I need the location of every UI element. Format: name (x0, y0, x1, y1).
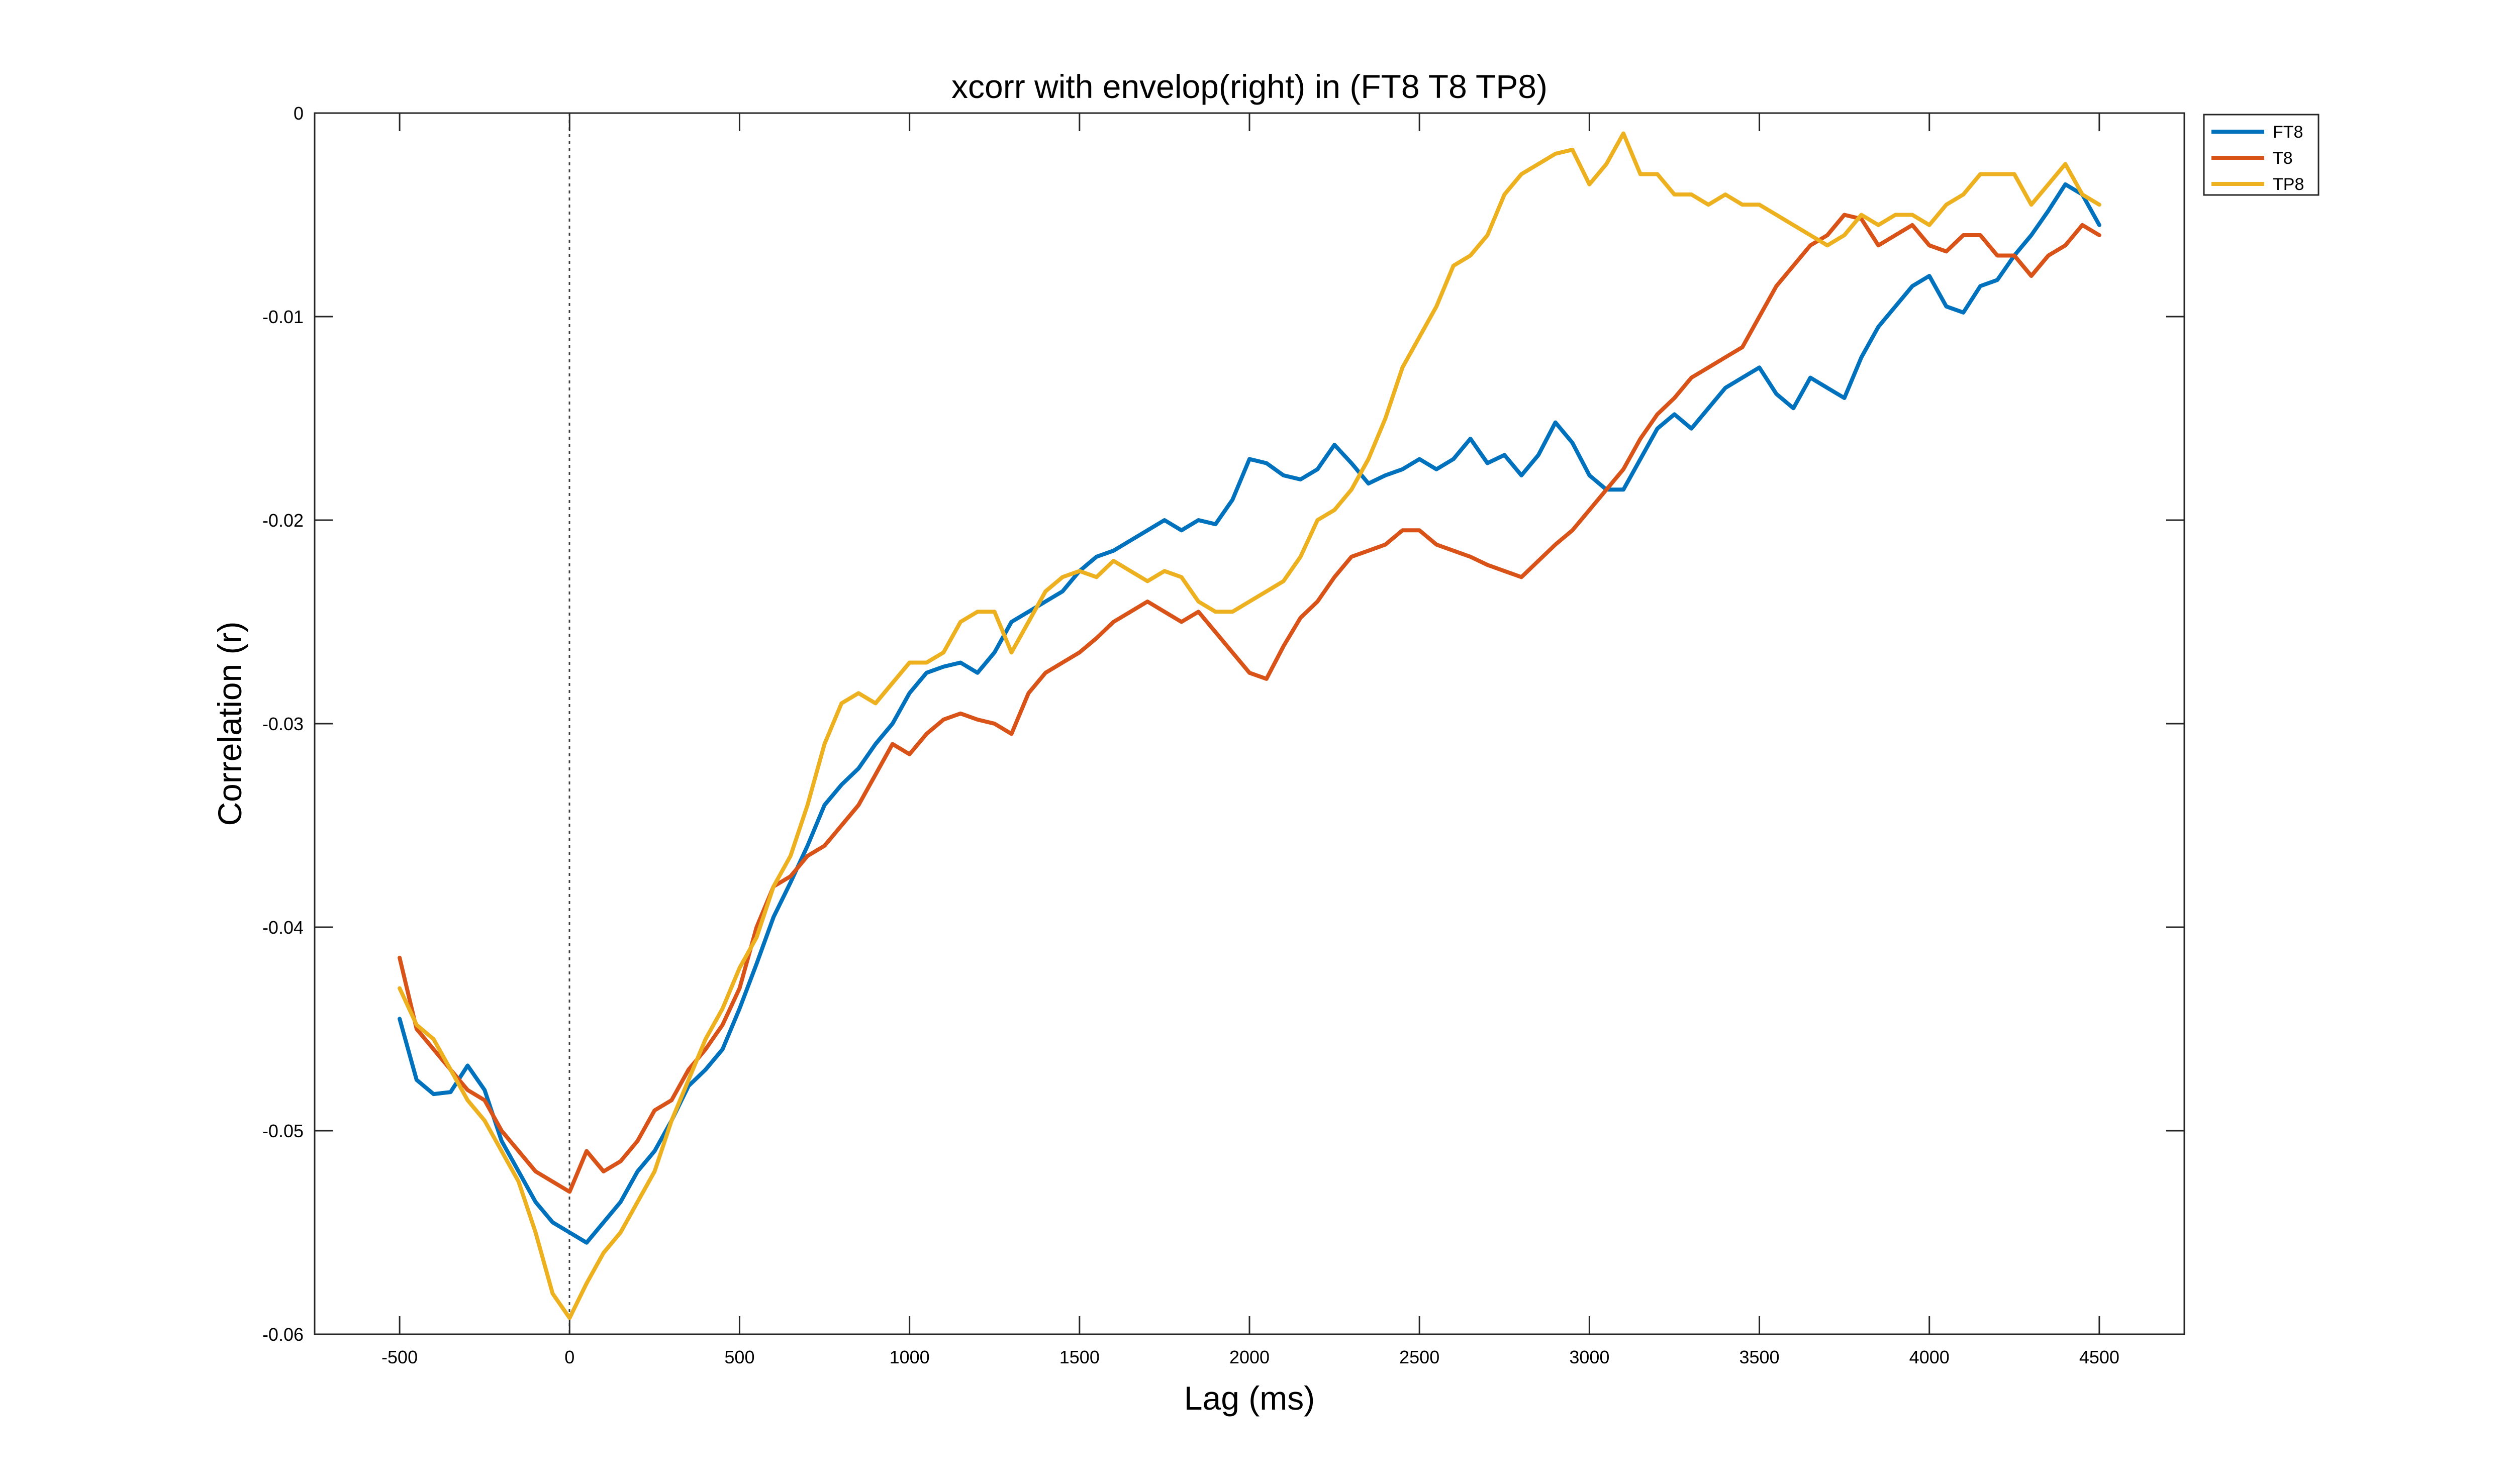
series-lines (398, 131, 2101, 1320)
legend-label-ft8: FT8 (2273, 123, 2303, 142)
x-tick-label: 3500 (1739, 1347, 1779, 1367)
y-tick-label: -0.06 (262, 1324, 304, 1345)
x-tick-label: 0 (564, 1347, 574, 1367)
x-tick-label: 2500 (1399, 1347, 1439, 1367)
chart-title: xcorr with envelop(right) in (FT8 T8 TP8… (951, 68, 1548, 105)
y-tick-label: -0.04 (262, 917, 304, 938)
x-tick-label: 2000 (1229, 1347, 1270, 1367)
x-tick-label: 4500 (2079, 1347, 2119, 1367)
y-tick-label: -0.02 (262, 510, 304, 531)
x-axis-ticks: -500 0 500 1000 1500 2000 2500 3000 3500 4000 4500 (381, 113, 2119, 1367)
y-tick-label: 0 (294, 103, 304, 124)
series-line-tp8 (398, 131, 2101, 1320)
plot-area-frame (314, 112, 2185, 1335)
x-tick-label: 500 (724, 1347, 754, 1367)
x-tick-label: 3000 (1569, 1347, 1609, 1367)
x-tick-label: 4000 (1909, 1347, 1950, 1367)
x-tick-label: -500 (381, 1347, 418, 1367)
legend-label-tp8: TP8 (2273, 175, 2304, 194)
x-tick-label: 1000 (890, 1347, 930, 1367)
series-line-t8 (398, 213, 2101, 1194)
y-tick-label: -0.05 (262, 1121, 304, 1141)
legend-box (2203, 114, 2319, 196)
legend: FT8 T8 TP8 (2203, 114, 2319, 196)
x-tick-label: 1500 (1059, 1347, 1100, 1367)
x-axis-label: Lag (ms) (1184, 1379, 1315, 1417)
legend-label-t8: T8 (2273, 149, 2293, 168)
y-tick-label: -0.03 (262, 714, 304, 734)
y-axis-label: Correlation (r) (211, 621, 248, 826)
y-axis-ticks: 0 -0.01 -0.02 -0.03 -0.04 -0.05 -0.06 (262, 103, 2184, 1345)
y-tick-label: -0.01 (262, 307, 304, 327)
